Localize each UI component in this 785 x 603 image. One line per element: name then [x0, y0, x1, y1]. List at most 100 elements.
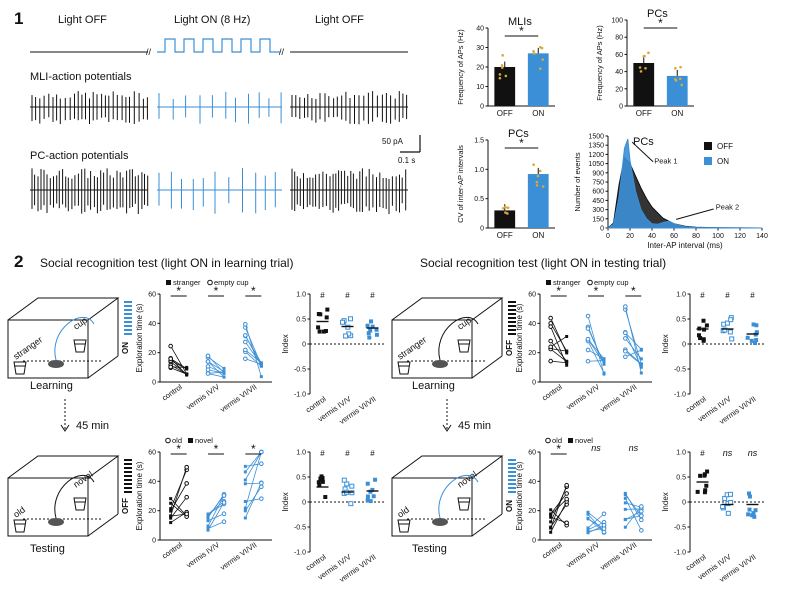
y-tick-label: 60: [528, 292, 536, 299]
y-tick-label: 40: [528, 479, 536, 486]
data-point: [751, 322, 756, 327]
data-point: [586, 531, 590, 535]
cup-icon: [13, 519, 27, 533]
data-point: [724, 320, 730, 326]
data-point: [751, 511, 756, 516]
light-state-label: OFF: [121, 498, 130, 514]
bar-on: [527, 174, 549, 228]
data-point: [639, 365, 643, 369]
data-point: [371, 494, 376, 499]
pair-line: [170, 513, 187, 517]
data-point: [367, 335, 372, 340]
pair-line: [587, 518, 605, 529]
y-tick-label: 1.0: [474, 167, 484, 174]
bar-off: [633, 63, 655, 106]
data-point: [221, 519, 227, 525]
data-point: [623, 330, 628, 336]
data-point: [222, 375, 226, 379]
pair-line: [207, 361, 225, 372]
y-tick-label: 60: [615, 52, 623, 59]
pair-line: [207, 369, 225, 374]
data-point: [747, 494, 752, 499]
interval-arrow-head: [442, 424, 452, 432]
legend-swatch: [587, 279, 593, 286]
data-point: [727, 329, 733, 335]
light-state-label: ON: [505, 500, 514, 512]
data-point: [549, 530, 553, 534]
chart-title: PCs: [647, 8, 668, 20]
y-tick-label: 0.5: [296, 475, 306, 482]
data-point: [585, 326, 591, 331]
data-point: [602, 372, 606, 376]
data-point: [564, 482, 569, 488]
x-tick-label: vermis VI/VII: [598, 540, 638, 572]
legend-label: stranger: [173, 278, 201, 287]
data-point: [259, 496, 264, 501]
data-point: [565, 351, 569, 355]
data-point: [243, 339, 248, 345]
arena-top-edge: [7, 455, 120, 479]
y-tick-label: 0.5: [676, 317, 686, 324]
data-point: [365, 498, 370, 503]
data-point: [184, 464, 189, 470]
y-tick-label: 1.0: [296, 450, 306, 457]
bar-on: [527, 53, 549, 106]
data-point: [206, 527, 210, 531]
data-point: [259, 480, 264, 486]
pair-line: [207, 495, 225, 518]
significance-mark: *: [658, 16, 663, 30]
y-tick-label: 1.5: [474, 138, 484, 145]
x-tick-label: 40: [648, 233, 656, 240]
y-tick-label: 10: [476, 84, 484, 91]
bar-on: [666, 75, 688, 106]
pair-line: [170, 345, 188, 375]
data-point: [565, 334, 569, 338]
pair-line: [170, 467, 188, 516]
data-point: [586, 510, 590, 514]
data-point: [585, 347, 591, 353]
data-point: [506, 206, 510, 210]
data-point: [374, 332, 379, 337]
data-point: [698, 473, 703, 478]
y-tick-label: -0.5: [294, 525, 306, 532]
significance-mark: *: [631, 284, 636, 298]
y-axis-label: Index: [281, 334, 290, 354]
y-tick-label: 0: [152, 538, 156, 545]
data-point: [373, 477, 378, 482]
data-point: [698, 336, 703, 341]
bar-off: [494, 210, 516, 228]
data-point: [701, 338, 706, 343]
data-point: [586, 517, 590, 521]
legend-label: novel: [575, 436, 593, 445]
data-point: [548, 358, 553, 364]
data-point: [168, 364, 173, 370]
data-point: [506, 212, 509, 215]
data-point: [185, 372, 189, 376]
legend-swatch: [704, 142, 712, 150]
y-tick-label: 60: [148, 450, 156, 457]
mouse-path: [438, 317, 479, 361]
data-point: [532, 163, 535, 167]
x-tick-label: control: [160, 382, 184, 402]
data-point: [754, 330, 759, 335]
pair-line: [170, 358, 187, 369]
data-point: [169, 514, 173, 518]
x-tick-label: vermis IV/V: [565, 382, 602, 411]
data-point: [639, 504, 644, 509]
x-tick-label: vermis IV/V: [185, 382, 222, 411]
data-point: [184, 494, 189, 500]
pair-line: [587, 513, 605, 529]
cup-icon: [397, 361, 411, 375]
arena-label-left: stranger: [395, 335, 428, 362]
significance-mark: ns: [748, 448, 758, 458]
y-axis-label: CV of inter-AP intervals: [456, 145, 465, 223]
data-point: [586, 512, 590, 516]
title-light-on-learning: Social recognition test (light ON in lea…: [40, 256, 293, 270]
data-point: [504, 211, 507, 214]
significance-mark: *: [594, 284, 599, 298]
scale-label-pa: 50 pA: [382, 137, 404, 146]
significance-mark: *: [251, 284, 256, 298]
data-point: [728, 491, 734, 497]
y-tick-label: 0: [480, 226, 484, 233]
data-point: [535, 184, 539, 187]
